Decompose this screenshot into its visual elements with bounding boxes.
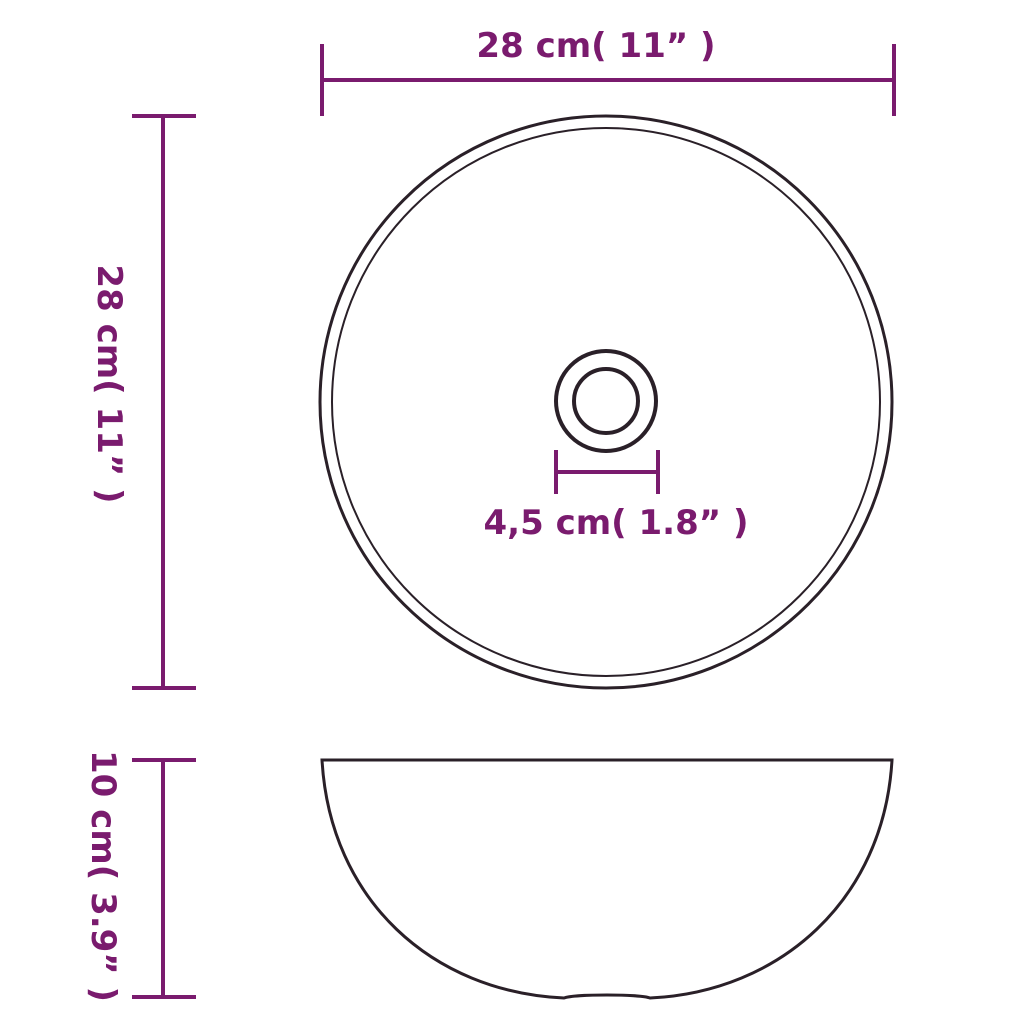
basin-inner-rim	[331, 127, 881, 677]
basin-outer-rim	[318, 114, 894, 690]
basin-side-view	[320, 758, 894, 1000]
left-height-dimension: 28 cm( 11” )	[89, 114, 196, 690]
top-width-dimension: 28 cm( 11” )	[320, 26, 896, 116]
bowl-height-label: 10 cm( 3.9” )	[83, 750, 123, 1002]
basin-profile	[320, 758, 894, 1000]
drain-inner-ring	[572, 367, 640, 435]
basin-top-view	[318, 114, 894, 690]
left-height-label: 28 cm( 11” )	[89, 264, 129, 503]
drain-width-dimension: 4,5 cm( 1.8” )	[484, 450, 749, 543]
drain-width-label: 4,5 cm( 1.8” )	[484, 503, 749, 543]
drain-outer-ring	[554, 349, 658, 453]
bowl-height-dimension: 10 cm( 3.9” )	[83, 750, 196, 1002]
top-width-label: 28 cm( 11” )	[476, 26, 715, 66]
